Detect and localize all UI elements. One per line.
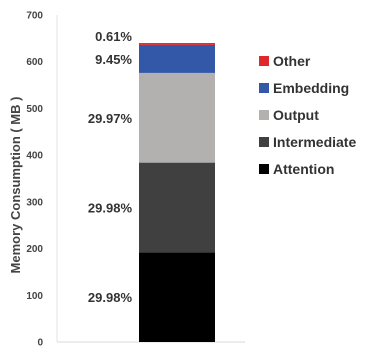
legend-label-attention: Attention: [273, 161, 334, 177]
legend-label-other: Other: [273, 53, 311, 69]
y-tick-label: 700: [26, 11, 43, 22]
segment-labels: 29.98% 29.98% 29.97% 9.45% 0.61%: [88, 29, 133, 305]
bar-segment-output: [139, 72, 215, 163]
legend-swatch-other: [259, 56, 269, 66]
y-axis-label: Memory Consumption ( MB ): [8, 97, 23, 274]
legend-label-embedding: Embedding: [273, 80, 349, 96]
segment-label-other: 0.61%: [95, 29, 132, 44]
y-axis-ticks: 0 100 200 300 400 500 600 700: [26, 11, 43, 347]
legend-swatch-attention: [259, 164, 269, 174]
segment-label-intermediate: 29.98%: [88, 200, 133, 215]
segment-label-attention: 29.98%: [88, 290, 133, 305]
y-tick-label: 0: [37, 338, 43, 347]
y-tick-label: 600: [26, 57, 43, 68]
legend-swatch-output: [259, 110, 269, 120]
y-tick-label: 200: [26, 244, 43, 255]
bar-segments: [139, 43, 215, 342]
legend-label-output: Output: [273, 107, 319, 123]
legend-swatch-embedding: [259, 83, 269, 93]
legend: Other Embedding Output Intermediate Attentio…: [259, 53, 356, 177]
bar-segment-intermediate: [139, 162, 215, 253]
segment-label-embedding: 9.45%: [95, 52, 132, 67]
segment-label-output: 29.97%: [88, 111, 133, 126]
bar-segment-other: [139, 43, 215, 45]
y-tick-label: 500: [26, 104, 43, 115]
bar-segment-embedding: [139, 44, 215, 73]
legend-swatch-intermediate: [259, 137, 269, 147]
y-tick-label: 100: [26, 291, 43, 302]
y-tick-label: 400: [26, 151, 43, 162]
y-tick-label: 300: [26, 197, 43, 208]
legend-label-intermediate: Intermediate: [273, 134, 356, 150]
bar-segment-attention: [139, 252, 215, 342]
